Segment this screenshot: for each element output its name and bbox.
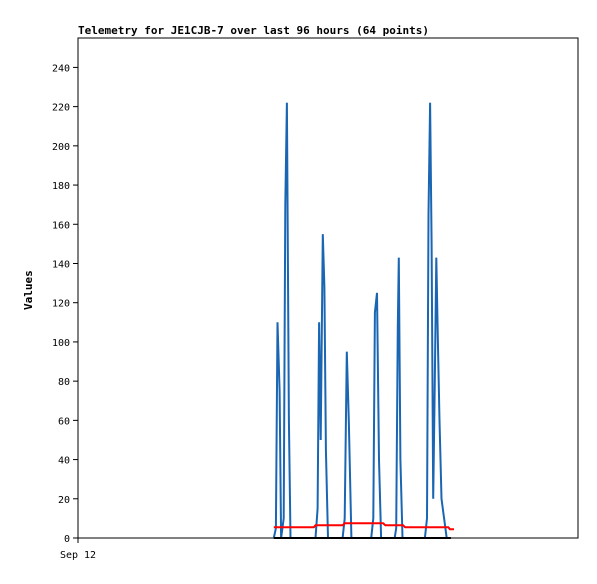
y-tick-label: 180 — [52, 181, 70, 192]
y-tick-label: 20 — [58, 495, 70, 506]
plot-area — [77, 37, 579, 539]
y-tick-label: 240 — [52, 63, 70, 74]
y-tick-label: 0 — [64, 534, 70, 545]
y-axis-label: Values — [22, 270, 35, 310]
y-tick-label: 200 — [52, 142, 70, 153]
y-axis-ticks: 0 20 40 60 80 100 120 140 160 180 200 220 240 — [52, 63, 78, 545]
y-tick-label: 60 — [58, 416, 70, 427]
y-tick-label: 40 — [58, 456, 70, 467]
series-group — [272, 102, 454, 539]
y-tick-label: 160 — [52, 220, 70, 231]
series-line-1 — [272, 102, 448, 539]
y-tick-label: 140 — [52, 259, 70, 270]
y-tick-label: 220 — [52, 103, 70, 114]
x-tick-label: Sep 12 — [60, 550, 96, 561]
y-tick-label: 100 — [52, 338, 70, 349]
y-tick-label: 80 — [58, 377, 70, 388]
series-line-2 — [273, 522, 454, 531]
y-tick-label: 120 — [52, 299, 70, 310]
x-axis-ticks: Sep 12 — [60, 538, 96, 561]
chart-title: Telemetry for JE1CJB-7 over last 96 hour… — [78, 24, 429, 37]
